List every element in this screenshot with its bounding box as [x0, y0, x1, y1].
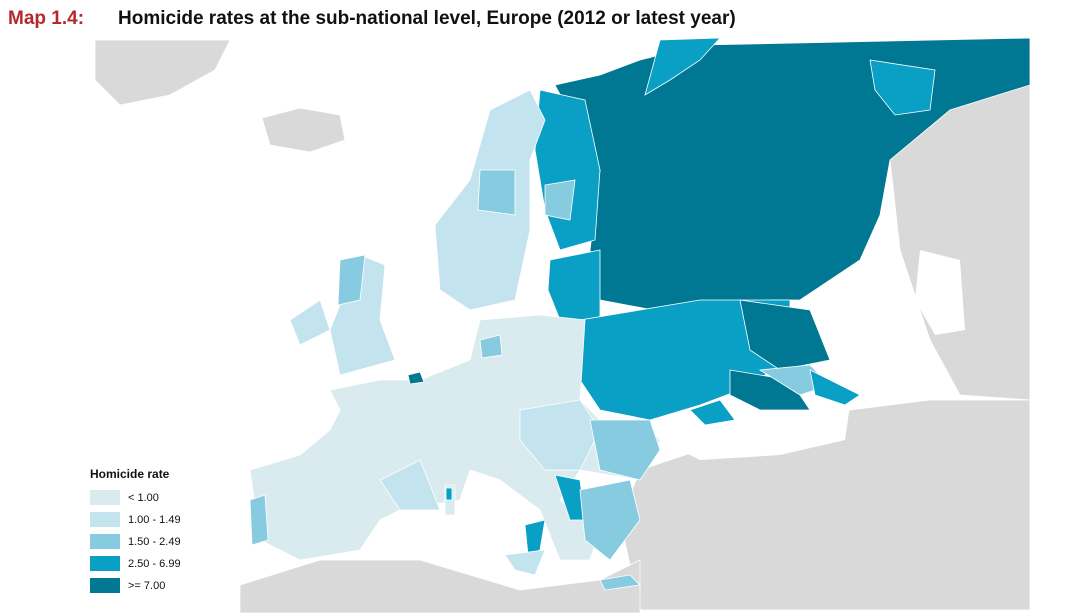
region	[329, 254, 396, 376]
region	[337, 254, 366, 306]
legend-title: Homicide rate	[90, 467, 170, 481]
region	[504, 549, 546, 576]
region	[599, 574, 641, 591]
region	[519, 399, 601, 471]
region	[379, 459, 441, 511]
region	[544, 179, 576, 221]
region	[407, 371, 425, 385]
region	[477, 169, 516, 216]
region	[869, 59, 936, 116]
legend-label: >= 7.00	[128, 580, 165, 592]
region	[589, 419, 661, 481]
legend-swatch	[90, 556, 120, 571]
region	[547, 249, 601, 321]
region	[739, 299, 831, 371]
legend-label: < 1.00	[128, 492, 159, 504]
regions	[249, 37, 1031, 591]
region	[689, 399, 736, 426]
region	[445, 487, 453, 501]
region	[644, 37, 721, 96]
region	[579, 479, 641, 561]
legend-swatch	[90, 578, 120, 593]
legend-swatch	[90, 490, 120, 505]
region	[249, 494, 269, 546]
map-number: Map 1.4:	[8, 8, 84, 29]
map-title: Homicide rates at the sub-national level…	[118, 8, 736, 29]
region	[479, 334, 503, 359]
legend-swatch	[90, 512, 120, 527]
region	[524, 519, 546, 556]
legend-label: 2.50 - 6.99	[128, 558, 181, 570]
region	[289, 299, 331, 346]
legend-label: 1.50 - 2.49	[128, 536, 181, 548]
legend-label: 1.00 - 1.49	[128, 514, 181, 526]
region	[809, 369, 861, 406]
legend-swatch	[90, 534, 120, 549]
legend: < 1.00 1.00 - 1.49 1.50 - 2.49 2.50 - 6.99 >…	[90, 490, 181, 593]
